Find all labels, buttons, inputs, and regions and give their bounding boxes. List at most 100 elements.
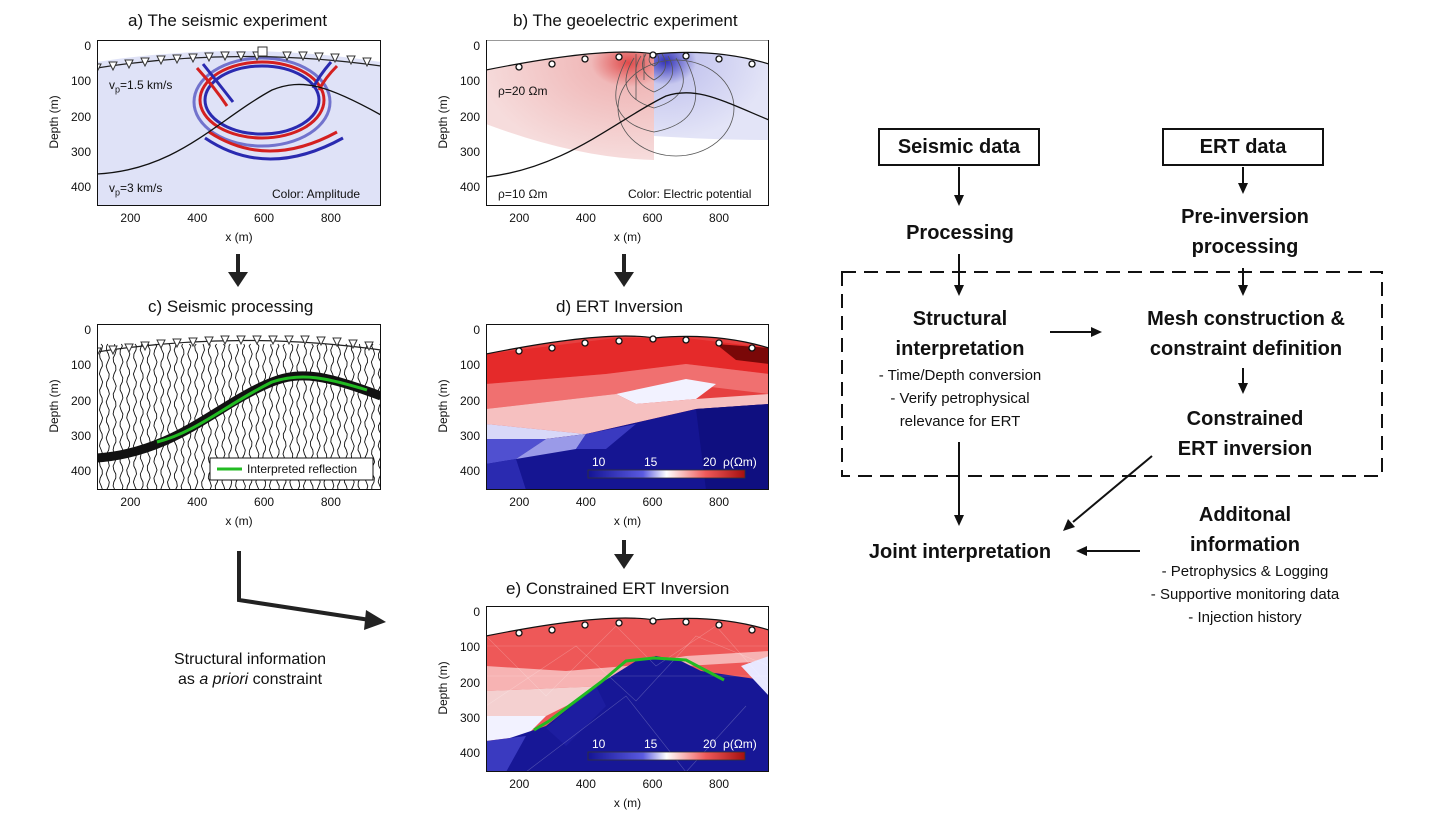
mesh-line1: Mesh construction & [1147, 308, 1345, 330]
panel-d-title: d) ERT Inversion [556, 297, 683, 316]
panel-a-xlabel: x (m) [225, 230, 253, 244]
panel-c-xtick: 800 [320, 495, 341, 509]
structural-note: Structural information as a priori const… [150, 650, 350, 690]
panel-b-xlabel: x (m) [613, 230, 642, 244]
panel-c-legend-label: Interpreted reflection [247, 462, 358, 476]
panel-b-xtick: 400 [575, 211, 596, 225]
panel-a-ytick: 0 [84, 39, 91, 54]
seismic-trace [194, 343, 199, 490]
panel-c-ytick: 0 [84, 323, 91, 338]
panel-d-xlabel: x (m) [613, 514, 642, 528]
panel-d-ytick: 200 [459, 393, 480, 408]
panel-e-xtick: 400 [575, 777, 596, 791]
seismic-trace [126, 343, 131, 490]
panel-d-xtick: 200 [509, 495, 530, 509]
panel-a-title: a) The seismic experiment [128, 11, 328, 30]
panel-d-xtick: 600 [642, 495, 663, 509]
structural-line2: interpretation [895, 338, 1025, 360]
panel-e-ytick: 400 [459, 746, 480, 761]
vp-top-sub: p [115, 84, 121, 95]
panel-b-xtick: 600 [642, 211, 663, 225]
additional-line1: Additonal [1198, 504, 1292, 526]
panel-a-ytick: 300 [70, 145, 91, 160]
panel-d-ytick: 0 [473, 323, 480, 338]
additional-information-step: Additonal information - Petrophysics & L… [1120, 500, 1370, 629]
additional-sub2: - Supportive monitoring data [1150, 586, 1340, 603]
vp-top-v: v [109, 78, 115, 92]
processing-step: Processing [906, 222, 1014, 244]
joint-interpretation-step: Joint interpretation [868, 541, 1052, 563]
seismic-trace [173, 343, 178, 490]
panel-c-xtick: 600 [254, 495, 275, 509]
seismic-trace [187, 343, 192, 490]
panel-e-ytick: 300 [459, 711, 480, 726]
panel-e-xtick: 800 [709, 777, 730, 791]
structural-sub1: - Time/Depth conversion [878, 367, 1042, 384]
panel-c-plot [97, 324, 381, 490]
ert-data-box: ERT data [1162, 128, 1324, 166]
constrained-line2: ERT inversion [1177, 438, 1313, 460]
seismic-trace [119, 343, 124, 490]
additional-line2: information [1190, 534, 1300, 556]
panel-b-ytick: 100 [459, 74, 480, 89]
additional-sub1: - Petrophysics & Logging [1161, 563, 1329, 580]
pre-inversion-step: Pre-inversion processing [1130, 202, 1360, 262]
panel-c-ytick: 200 [70, 393, 91, 408]
panel-a-xtick: 800 [320, 211, 341, 225]
panel-b-plot [486, 40, 769, 206]
panel-c-ytick: 100 [70, 358, 91, 373]
constrained-inversion-step: Constrained ERT inversion [1130, 404, 1360, 464]
structural-note-line1: Structural information [173, 651, 327, 668]
panel-b-ytick: 0 [473, 39, 480, 54]
panel-e-ytick: 200 [459, 675, 480, 690]
panel-e-ytick: 100 [459, 640, 480, 655]
seismic-trace [132, 343, 138, 490]
panel-c-xlabel: x (m) [225, 514, 253, 528]
panel-b-rho-top: ρ=20 Ωm [498, 84, 548, 98]
panel-a-xtick: 200 [120, 211, 141, 225]
panel-d-plot [486, 324, 769, 490]
panel-b-ytick: 200 [459, 109, 480, 124]
panel-b-ytick: 300 [459, 145, 480, 160]
panel-b-xtick: 800 [709, 211, 730, 225]
mesh-line2: constraint definition [1149, 338, 1343, 360]
additional-sub3: - Injection history [1188, 609, 1302, 626]
panel-a-plot [97, 40, 381, 206]
seismic-trace [105, 343, 110, 490]
panel-b-ylabel: Depth (m) [436, 95, 450, 149]
panel-b-rho-bot: ρ=10 Ωm [498, 187, 548, 201]
panel-e-ylabel: Depth (m) [436, 661, 450, 715]
structural-sub3: relevance for ERT [899, 413, 1021, 430]
panel-c-title: c) Seismic processing [148, 297, 314, 316]
panel-a-ytick: 200 [70, 109, 91, 124]
panel-c-ylabel: Depth (m) [47, 379, 61, 433]
structural-note-post: constraint [248, 671, 323, 688]
panel-d-cb-20: 20 [703, 455, 717, 469]
pre-inversion-line1: Pre-inversion [1181, 206, 1309, 228]
structural-sub2: - Verify petrophysical [890, 390, 1030, 407]
panel-e-cb-20: 20 [703, 737, 717, 751]
panel-a-ytick: 400 [70, 180, 91, 195]
panel-d-xtick: 800 [709, 495, 730, 509]
structural-note-em: a priori [199, 671, 249, 688]
seismic-trace [139, 343, 144, 490]
panel-e-plot [486, 606, 769, 772]
panel-d-cb-15: 15 [644, 455, 658, 469]
panel-b-color-note: Color: Electric potential [628, 187, 752, 201]
panel-c-xtick: 400 [187, 495, 208, 509]
panel-b-ytick: 400 [459, 180, 480, 195]
seismic-trace [160, 343, 165, 490]
panel-c-ytick: 400 [70, 464, 91, 479]
panel-e-cb-10: 10 [592, 737, 606, 751]
seismic-trace [146, 343, 151, 490]
panel-a-ylabel: Depth (m) [47, 95, 61, 149]
seismic-trace [98, 343, 104, 490]
panel-c-ytick: 300 [70, 429, 91, 444]
panel-d-ytick: 400 [459, 464, 480, 479]
panel-a-xtick: 400 [187, 211, 208, 225]
panel-e-cb-unit: ρ(Ωm) [723, 737, 757, 751]
seismic-trace [167, 343, 172, 490]
structural-note-pre: as [177, 671, 200, 688]
vp-bot-val: =3 km/s [120, 181, 163, 195]
panel-e-xtick: 600 [642, 777, 663, 791]
